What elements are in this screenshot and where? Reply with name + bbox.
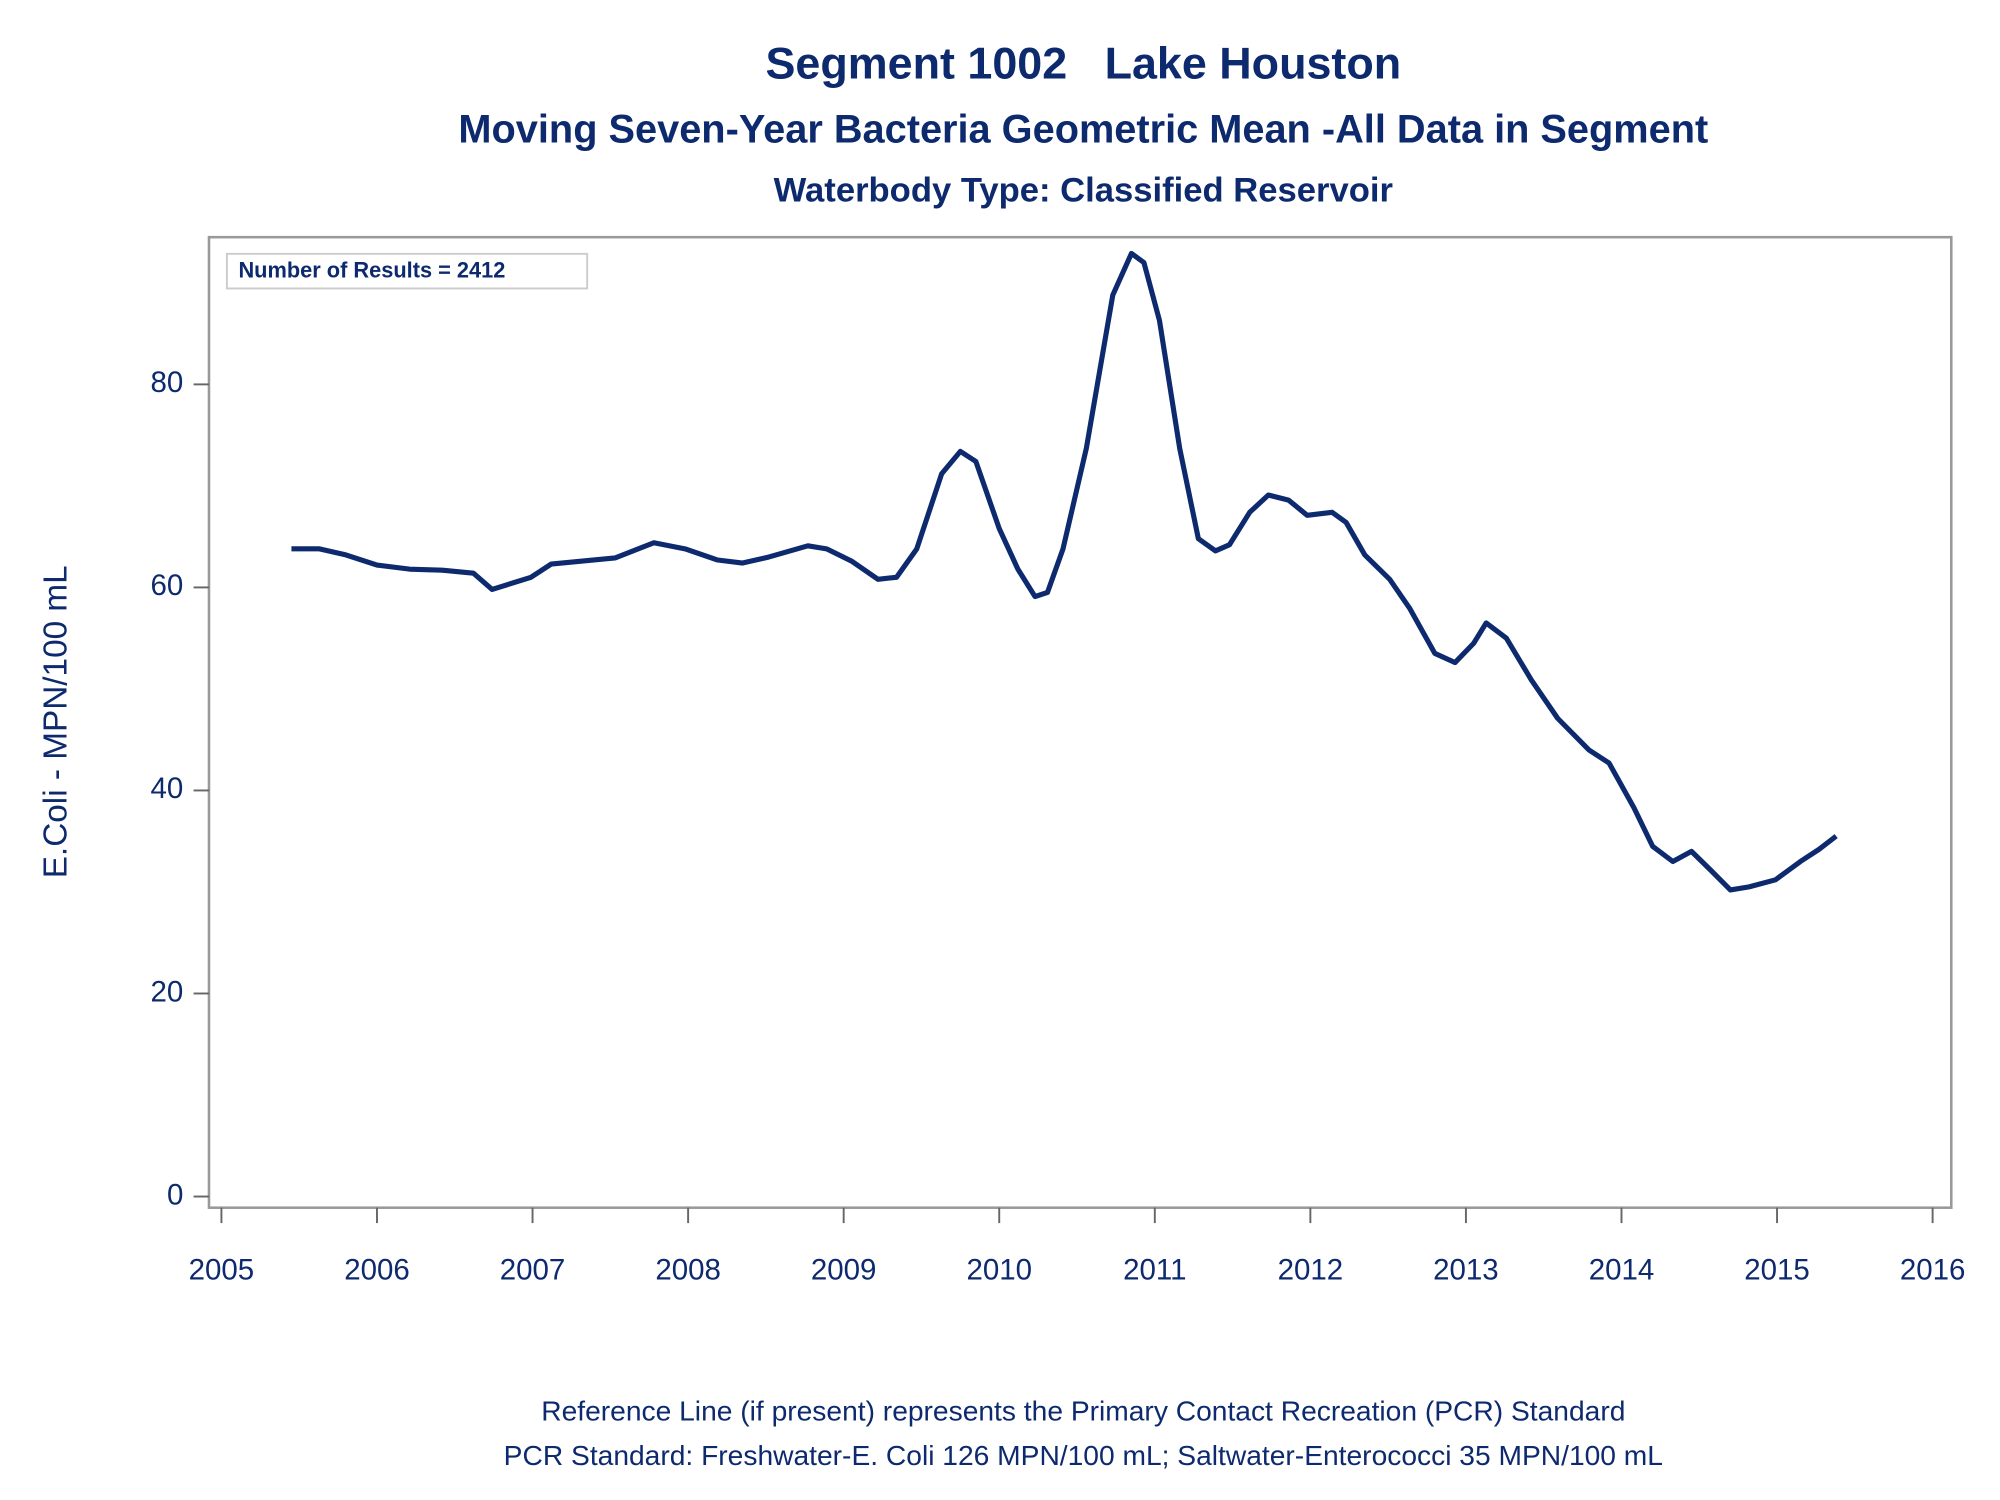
- y-axis-label: E.Coli - MPN/100 mL: [37, 565, 74, 878]
- x-tick-label: 2008: [655, 1254, 721, 1287]
- x-tick-label: 2014: [1589, 1254, 1655, 1287]
- footnote: PCR Standard: Freshwater-E. Coli 126 MPN…: [504, 1439, 1663, 1471]
- y-tick-label: 20: [151, 975, 184, 1008]
- x-tick-label: 2009: [811, 1254, 877, 1287]
- chart-title: Segment 1002 Lake Houston: [765, 38, 1401, 89]
- x-tick-label: 2010: [966, 1254, 1032, 1287]
- x-tick-label: 2012: [1278, 1254, 1344, 1287]
- x-tick-label: 2006: [344, 1254, 410, 1287]
- x-tick-label: 2011: [1123, 1254, 1186, 1287]
- y-tick-label: 0: [167, 1178, 183, 1211]
- annotation: Number of Results = 2412: [238, 258, 505, 283]
- x-tick-label: 2007: [500, 1254, 566, 1287]
- footnote: Reference Line (if present) represents t…: [541, 1394, 1625, 1426]
- x-tick-label: 2013: [1433, 1254, 1499, 1287]
- y-tick-label: 40: [151, 772, 184, 805]
- plot-frame: [207, 235, 1953, 1209]
- annotation-box: [225, 252, 589, 290]
- y-tick-label: 80: [151, 366, 184, 399]
- data-line: [291, 250, 1838, 893]
- x-tick-label: 2016: [1900, 1254, 1966, 1287]
- x-tick-label: 2005: [189, 1254, 255, 1287]
- x-tick-label: 2015: [1744, 1254, 1810, 1287]
- chart-subtitle: Waterbody Type: Classified Reservoir: [774, 171, 1393, 209]
- y-tick-label: 60: [151, 569, 184, 602]
- chart-subtitle: Moving Seven-Year Bacteria Geometric Mea…: [458, 108, 1708, 152]
